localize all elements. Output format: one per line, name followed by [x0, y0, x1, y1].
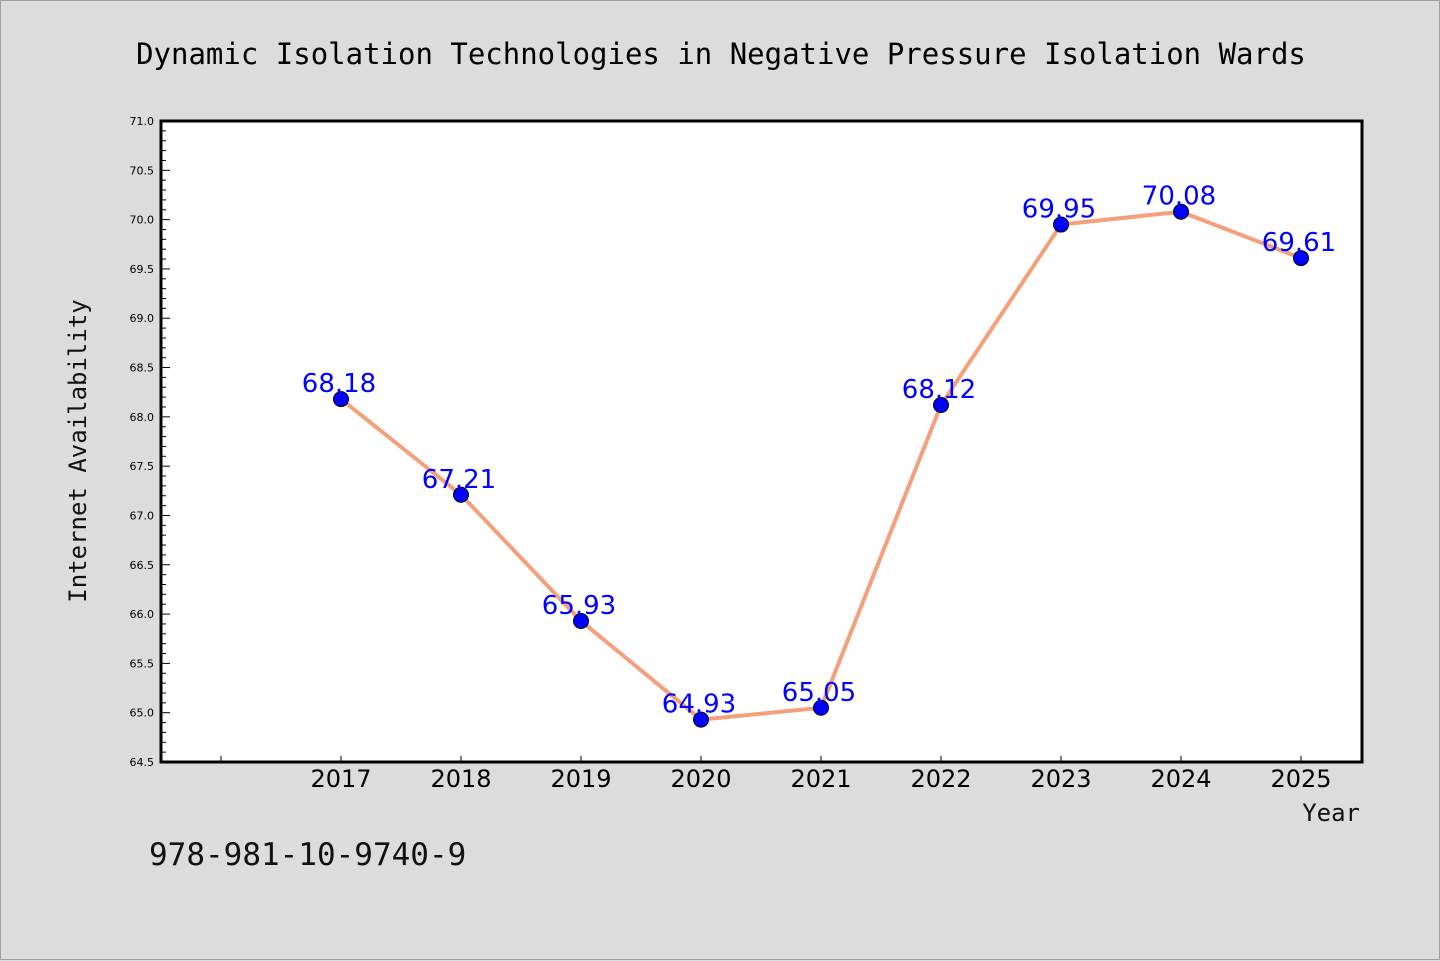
- y-tick-label: 71.0: [130, 115, 155, 128]
- x-tick-label: 2025: [1270, 765, 1331, 793]
- data-label: 68.18: [302, 369, 376, 399]
- x-tick-label: 2021: [790, 765, 851, 793]
- x-tick-label: 2023: [1030, 765, 1091, 793]
- x-tick-label: 2020: [670, 765, 731, 793]
- y-axis-label: Internet Availability: [64, 299, 92, 602]
- y-axis: 64.5 65.0 65.5 66.0 66.5 67.0 67.5 68.0 68.5 69.0…: [130, 115, 170, 769]
- y-tick-label: 66.0: [130, 608, 155, 621]
- data-point: [333, 391, 349, 408]
- data-label: 64.93: [662, 690, 736, 720]
- plot-border: [159, 119, 1364, 764]
- data-label: 65.93: [542, 591, 616, 621]
- x-axis: 2017 2018 2019 2020 2021 2022 2023 2024 2025: [220, 756, 1332, 793]
- y-tick-label: 64.5: [130, 756, 155, 769]
- x-tick-label: 2017: [310, 765, 371, 793]
- data-point: [453, 486, 469, 503]
- y-tick-label: 67.5: [130, 460, 155, 473]
- data-point: [813, 699, 829, 716]
- y-tick-label: 66.5: [130, 559, 155, 572]
- data-point: [573, 612, 589, 629]
- y-tick-label: 70.5: [130, 164, 155, 177]
- data-label: 69.95: [1022, 195, 1096, 225]
- data-label: 69.61: [1262, 228, 1336, 258]
- y-tick-label: 69.5: [130, 263, 155, 276]
- data-label: 68.12: [902, 375, 976, 405]
- y-tick-label: 68.5: [130, 362, 155, 375]
- x-tick-label: 2018: [430, 765, 491, 793]
- data-point: [933, 397, 949, 414]
- data-label: 70.08: [1142, 182, 1216, 212]
- y-tick-label: 65.5: [130, 657, 155, 670]
- data-point: [1173, 203, 1189, 220]
- x-tick-label: 2024: [1150, 765, 1211, 793]
- data-point: [693, 711, 709, 728]
- data-point: [1293, 250, 1309, 267]
- data-labels: 68.18 67.21 65.93 64.93 65.05 68.12 69.95 70.08…: [302, 182, 1336, 720]
- y-tick-label: 70.0: [130, 214, 155, 227]
- data-markers: [333, 203, 1309, 728]
- plot-area: [161, 121, 1362, 762]
- isbn-text: 978-981-10-9740-9: [149, 837, 466, 873]
- data-point: [1053, 216, 1069, 233]
- data-label: 65.05: [782, 678, 856, 708]
- chart-title: Dynamic Isolation Technologies in Negati…: [136, 37, 1306, 71]
- y-tick-label: 67.0: [130, 509, 155, 522]
- y-tick-label: 69.0: [130, 312, 155, 325]
- data-label: 67.21: [422, 465, 496, 495]
- y-tick-label: 68.0: [130, 411, 155, 424]
- x-tick-label: 2022: [910, 765, 971, 793]
- x-tick-label: 2019: [550, 765, 611, 793]
- x-axis-label: Year: [1302, 799, 1360, 827]
- y-tick-label: 65.0: [130, 707, 155, 720]
